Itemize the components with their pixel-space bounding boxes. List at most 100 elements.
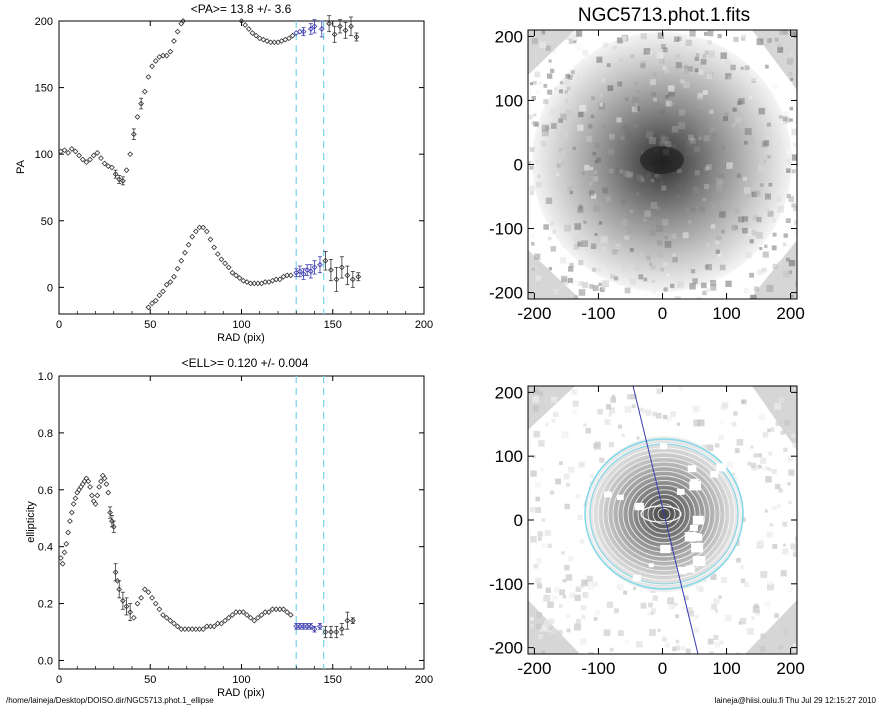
image-title: NGC5713.phot.1.fits [578, 5, 750, 26]
data-point [203, 228, 210, 235]
image-pixel [636, 90, 641, 94]
image-x-tick-label: -100 [581, 659, 615, 678]
data-point [134, 114, 141, 120]
image-x-tick-label: -200 [517, 659, 551, 678]
isophote-pixel [572, 400, 579, 407]
isophote-pixel [672, 646, 677, 652]
isophote-pixel [747, 461, 752, 466]
isophote-pixel [577, 514, 583, 521]
data-point [233, 609, 239, 615]
image-pixel [553, 288, 560, 295]
image-pixel [577, 124, 584, 131]
image-pixel [643, 218, 647, 222]
data-point [110, 523, 117, 530]
image-y-tick-label: 0 [514, 511, 523, 530]
data-point [276, 276, 283, 283]
image-pixel [639, 225, 644, 230]
data-point [307, 268, 314, 275]
image-pixel [609, 168, 614, 174]
isophote-pixel [765, 476, 772, 483]
masked-region [716, 463, 727, 472]
isophote-pixel [579, 539, 585, 544]
image-pixel [670, 283, 675, 289]
isophote-pixel [587, 582, 595, 590]
image-pixel [717, 33, 722, 39]
masked-region [617, 494, 624, 501]
isophote-contour [632, 484, 696, 544]
isophote-pixel [750, 445, 754, 449]
image-pixel [793, 230, 797, 237]
isophote-pixel [755, 610, 760, 616]
image-pixel [793, 205, 797, 212]
isophote-pixel [589, 480, 594, 485]
image-pixel [567, 75, 573, 80]
isophote-pixel [787, 455, 794, 462]
data-point [178, 20, 185, 27]
image-pixel [783, 270, 790, 278]
isophote-pixel [647, 611, 652, 616]
data-point [344, 617, 351, 624]
data-point [138, 100, 144, 107]
masked-region [685, 565, 695, 573]
isophote-pixel [640, 602, 647, 609]
image-pixel [614, 243, 621, 250]
isophote-pixel [549, 490, 555, 495]
ell-ticks: 0 50 100 150 200 0.0 0.2 0.4 0.6 0.8 1.0 [38, 371, 433, 686]
image-pixel [719, 264, 726, 271]
isophote-contour [652, 503, 676, 525]
image-pixel [794, 144, 797, 151]
image-pixel [592, 285, 599, 292]
x-tick-label: 100 [232, 319, 250, 331]
image-noise [528, 30, 797, 299]
image-pixel [615, 156, 619, 160]
isophote-pixel [530, 470, 537, 477]
data-point [105, 163, 112, 170]
isophote-pixel [592, 581, 598, 587]
ell-ylabel: ellipticity [25, 501, 37, 543]
image-pixel [541, 124, 549, 132]
data-point [280, 606, 287, 613]
data-point [145, 304, 152, 311]
image-pixel [624, 235, 630, 241]
image-pixel [728, 76, 732, 80]
y-tick-label: 150 [35, 83, 53, 95]
isophote-pixel [574, 594, 581, 601]
image-pixel [640, 178, 645, 183]
isophote-pixel [685, 648, 691, 654]
isophote-pixel [770, 427, 775, 432]
data-point [174, 623, 181, 630]
isophote-pixel [783, 447, 788, 452]
image-pixel [795, 38, 797, 44]
image-pixel [547, 89, 553, 95]
isophote-pixel [731, 472, 736, 476]
image-pixel [747, 195, 751, 199]
image-pixel [694, 56, 699, 61]
data-point [349, 617, 356, 624]
galaxy-image [528, 30, 797, 299]
image-pixel [573, 244, 580, 250]
image-pixel [594, 142, 600, 149]
image-pixel [689, 283, 696, 290]
pa-panel: <PA>= 13.8 +/- 3.6 0 50 100 150 200 0 50 100 150… [15, 2, 433, 344]
ell-vlines [295, 376, 325, 669]
data-point [240, 277, 247, 284]
data-point [244, 279, 250, 285]
image-pixel [680, 79, 685, 84]
data-point [322, 257, 329, 264]
image-pixel [789, 52, 793, 56]
image-pixel [635, 102, 639, 106]
image-pixel [722, 116, 728, 122]
image-pixel [710, 279, 717, 287]
isophote-pixel [535, 433, 540, 438]
data-point [304, 267, 311, 273]
outer-fit-ellipse [584, 438, 744, 590]
image-pixel [783, 30, 788, 35]
isophote-contour [587, 442, 741, 586]
image-pixel [661, 210, 667, 216]
isophote-pixel [571, 389, 577, 395]
image-pixel [724, 59, 731, 66]
image-pixel [749, 239, 754, 244]
isophote-pixel [722, 402, 729, 409]
isophote-pixel [780, 570, 787, 577]
image-pixel [698, 92, 703, 97]
